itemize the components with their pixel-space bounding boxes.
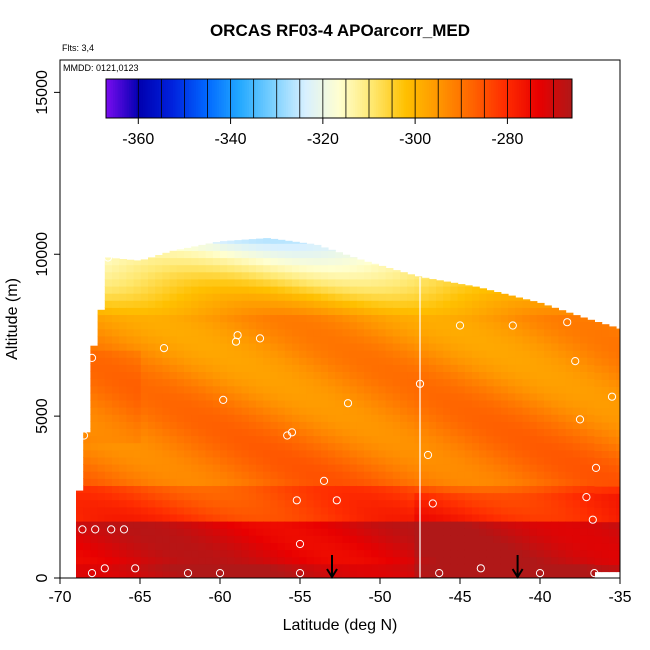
sample-point <box>119 525 129 534</box>
surface-arrow <box>326 555 338 579</box>
y-axis: 0 5000 10000 15000 <box>34 70 60 582</box>
sample-point <box>332 496 341 505</box>
sample-points <box>78 253 617 578</box>
y-tick-label: 15000 <box>34 70 51 115</box>
sample-point <box>591 463 601 472</box>
x-axis-label: Latitude (deg N) <box>283 617 398 634</box>
sample-point <box>183 569 193 578</box>
colorbar-frame <box>105 78 573 119</box>
sample-point <box>219 395 228 404</box>
sample-point <box>79 431 89 440</box>
colorbar-ticks: -360 -340 -320 -300 -280 <box>122 118 524 148</box>
x-tick-label: -65 <box>128 589 151 606</box>
sample-point <box>87 569 97 578</box>
x-tick-label: -35 <box>608 589 631 606</box>
sample-point <box>423 450 433 460</box>
x-axis: -70 -65 -60 -55 -50 -45 -40 -35 <box>48 578 632 606</box>
sample-point <box>476 564 485 573</box>
surface-arrows <box>326 555 524 579</box>
sample-point <box>588 515 597 524</box>
sample-point <box>343 399 353 408</box>
sample-point <box>287 428 297 437</box>
sample-point <box>295 539 305 549</box>
colorbar-tick-label: -320 <box>307 131 339 148</box>
sample-point <box>87 353 97 362</box>
x-tick-label: -40 <box>528 589 551 606</box>
y-axis-label: Altitude (m) <box>4 278 21 360</box>
sample-point <box>428 499 437 508</box>
sample-point <box>571 357 580 366</box>
sample-point <box>159 344 169 353</box>
sample-point <box>107 525 116 534</box>
flights-annotation: Flts: 3,4 <box>62 43 94 53</box>
sample-point <box>100 564 109 573</box>
colorbar-tick-label: -340 <box>215 131 247 148</box>
sample-point <box>590 569 599 578</box>
sample-point <box>575 415 585 424</box>
x-tick-label: -45 <box>448 589 471 606</box>
x-tick-label: -70 <box>48 589 71 606</box>
sample-point <box>131 564 140 573</box>
sample-point <box>295 569 305 578</box>
plot-frame <box>59 59 621 579</box>
sample-point <box>91 525 100 534</box>
sample-point <box>78 525 87 534</box>
y-tick-label: 0 <box>34 573 51 582</box>
colorbar-tick-label: -280 <box>491 131 523 148</box>
sample-point <box>215 569 225 578</box>
heatmap-field <box>76 238 620 578</box>
sample-point <box>255 334 265 343</box>
y-tick-label: 5000 <box>34 398 51 434</box>
sample-point <box>435 569 444 578</box>
sample-point <box>607 392 617 401</box>
sample-point <box>319 476 329 485</box>
x-tick-label: -60 <box>208 589 231 606</box>
x-tick-label: -55 <box>288 589 311 606</box>
sample-point <box>292 496 301 505</box>
surface-arrow <box>511 555 524 579</box>
sample-point <box>535 569 545 578</box>
colorbar-tick-label: -360 <box>122 131 154 148</box>
date-annotation: MMDD: 0121,0123 <box>63 63 139 73</box>
x-tick-label: -50 <box>368 589 391 606</box>
sample-point <box>231 337 241 346</box>
sample-point <box>415 379 425 388</box>
colorbar-tick-label: -300 <box>399 131 431 148</box>
sample-point <box>103 253 113 262</box>
sample-point <box>508 321 517 330</box>
colorbar <box>105 78 573 119</box>
y-tick-label: 10000 <box>34 232 51 277</box>
sample-point <box>455 321 465 330</box>
sample-point <box>563 318 572 327</box>
sample-point <box>582 493 591 502</box>
chart-title: ORCAS RF03-4 APOarcorr_MED <box>210 21 470 40</box>
